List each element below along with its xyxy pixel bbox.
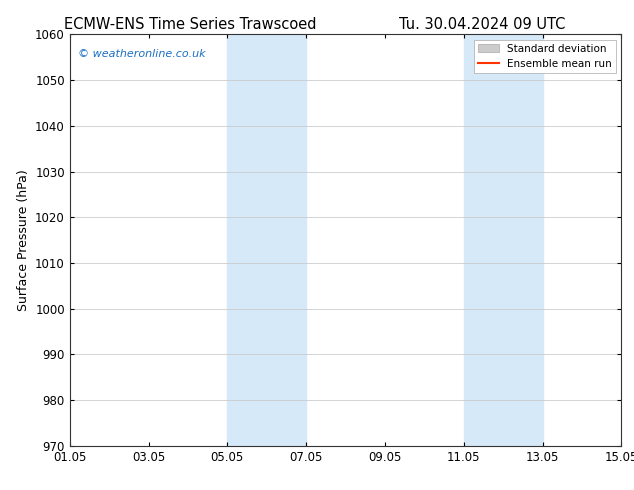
Legend: Standard deviation, Ensemble mean run: Standard deviation, Ensemble mean run — [474, 40, 616, 73]
Bar — [228, 34, 306, 446]
Bar — [463, 34, 543, 446]
Text: © weatheronline.co.uk: © weatheronline.co.uk — [78, 49, 205, 59]
Text: Tu. 30.04.2024 09 UTC: Tu. 30.04.2024 09 UTC — [399, 17, 565, 32]
Y-axis label: Surface Pressure (hPa): Surface Pressure (hPa) — [16, 169, 30, 311]
Text: ECMW-ENS Time Series Trawscoed: ECMW-ENS Time Series Trawscoed — [64, 17, 316, 32]
